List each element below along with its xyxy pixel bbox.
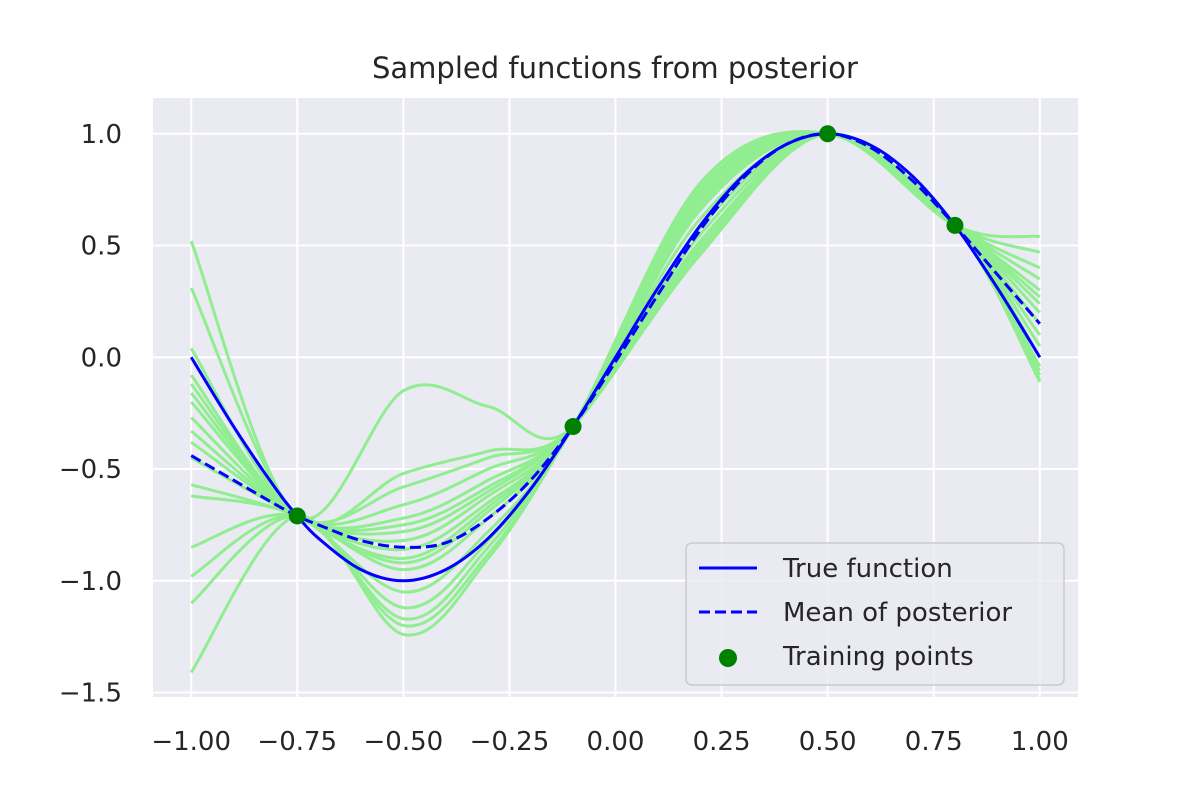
legend-label-true-function: True function [782,554,953,584]
chart-title: Sampled functions from posterior [372,51,858,85]
y-tick-label: −0.5 [59,455,122,485]
x-tick-labels: −1.00 −0.75 −0.50 −0.25 0.00 0.25 0.50 0.75 1.00 [151,727,1068,757]
legend-label-mean-of-posterior: Mean of posterior [783,598,1012,628]
x-tick-label: −0.75 [257,727,337,757]
x-tick-label: 0.25 [693,727,751,757]
main-lines [189,132,1042,583]
legend-marker-training-points [719,649,737,667]
true-function-line [189,132,1042,583]
x-tick-label: −0.50 [364,727,444,757]
legend: True function Mean of posterior Training… [685,542,1065,686]
y-tick-label: 1.0 [81,120,122,150]
y-tick-label: −1.0 [59,567,122,597]
y-tick-label: −1.5 [59,679,122,709]
x-tick-label: −1.00 [151,727,231,757]
y-tick-label: 0.0 [81,343,122,373]
legend-box [685,542,1065,686]
training-point [946,216,964,234]
legend-label-training-points: Training points [782,642,974,672]
x-tick-label: 0.00 [587,727,645,757]
mean-of-posterior-line [190,132,1041,549]
x-tick-label: 0.75 [905,727,963,757]
y-tick-label: 0.5 [81,232,122,262]
x-tick-label: 0.50 [799,727,857,757]
y-tick-labels: 1.0 0.5 0.0 −0.5 −1.0 −1.5 [59,120,122,709]
training-points [288,125,964,525]
x-tick-label: 1.00 [1011,727,1069,757]
training-point [819,125,837,143]
training-point [288,507,306,525]
training-point [564,418,582,436]
x-tick-label: −0.25 [470,727,550,757]
